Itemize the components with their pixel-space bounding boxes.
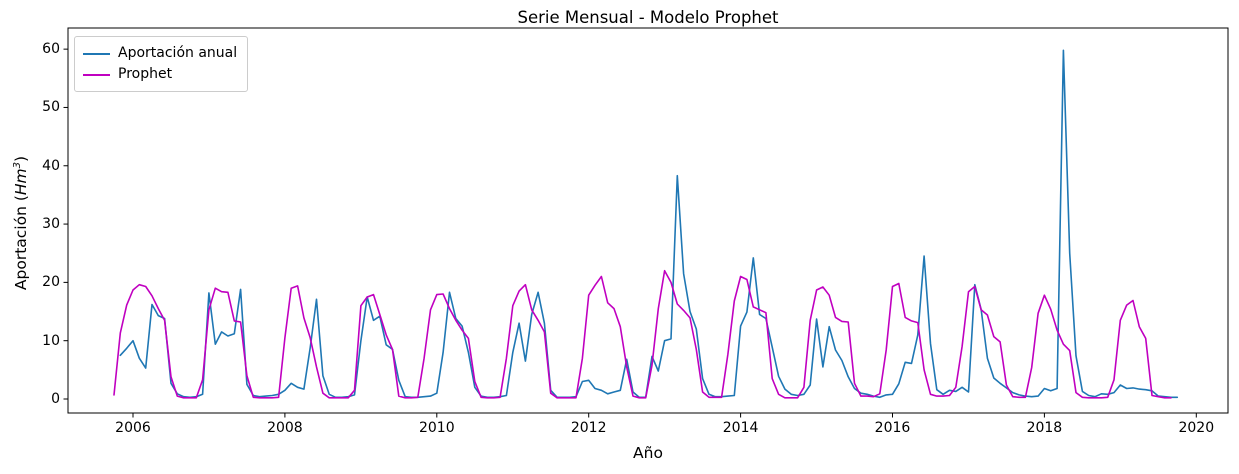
x-tick-label-2012: 2012: [570, 420, 607, 436]
legend-item-aportacion-anual: Aportación anual: [83, 43, 237, 64]
y-tick-label-20: 20: [42, 274, 60, 291]
x-tick-label-2014: 2014: [722, 420, 759, 436]
x-tick-label-2006: 2006: [115, 420, 151, 436]
legend-label-aportacion-anual: Aportación anual: [118, 45, 238, 61]
series-line-prophet: [113, 269, 1172, 399]
x-tick-label-2020: 2020: [1178, 420, 1215, 436]
legend-line-sample-blue: [83, 52, 110, 55]
y-tick-label-50: 50: [42, 99, 60, 116]
legend-label-prophet: Prophet: [118, 66, 173, 82]
axes-border: [67, 27, 1229, 414]
series-line-aportacion-anual: [119, 49, 1179, 399]
y-tick-label-30: 30: [42, 216, 60, 233]
y-tick-label-60: 60: [42, 41, 60, 58]
y-tick-label-10: 10: [42, 332, 60, 349]
x-axis-label: Año: [633, 444, 663, 462]
legend-item-prophet: Prophet: [83, 64, 237, 85]
x-tick-label-2008: 2008: [267, 420, 303, 436]
x-tick-label-2018: 2018: [1026, 420, 1063, 436]
chart-title: Serie Mensual - Modelo Prophet: [517, 8, 779, 27]
y-tick-label-40: 40: [42, 157, 60, 174]
y-tick-label-0: 0: [51, 391, 60, 407]
legend-line-sample-magenta: [83, 73, 110, 76]
legend: Aportación anual Prophet: [74, 36, 249, 92]
x-tick-label-2010: 2010: [418, 420, 455, 436]
x-tick-label-2016: 2016: [874, 420, 911, 436]
